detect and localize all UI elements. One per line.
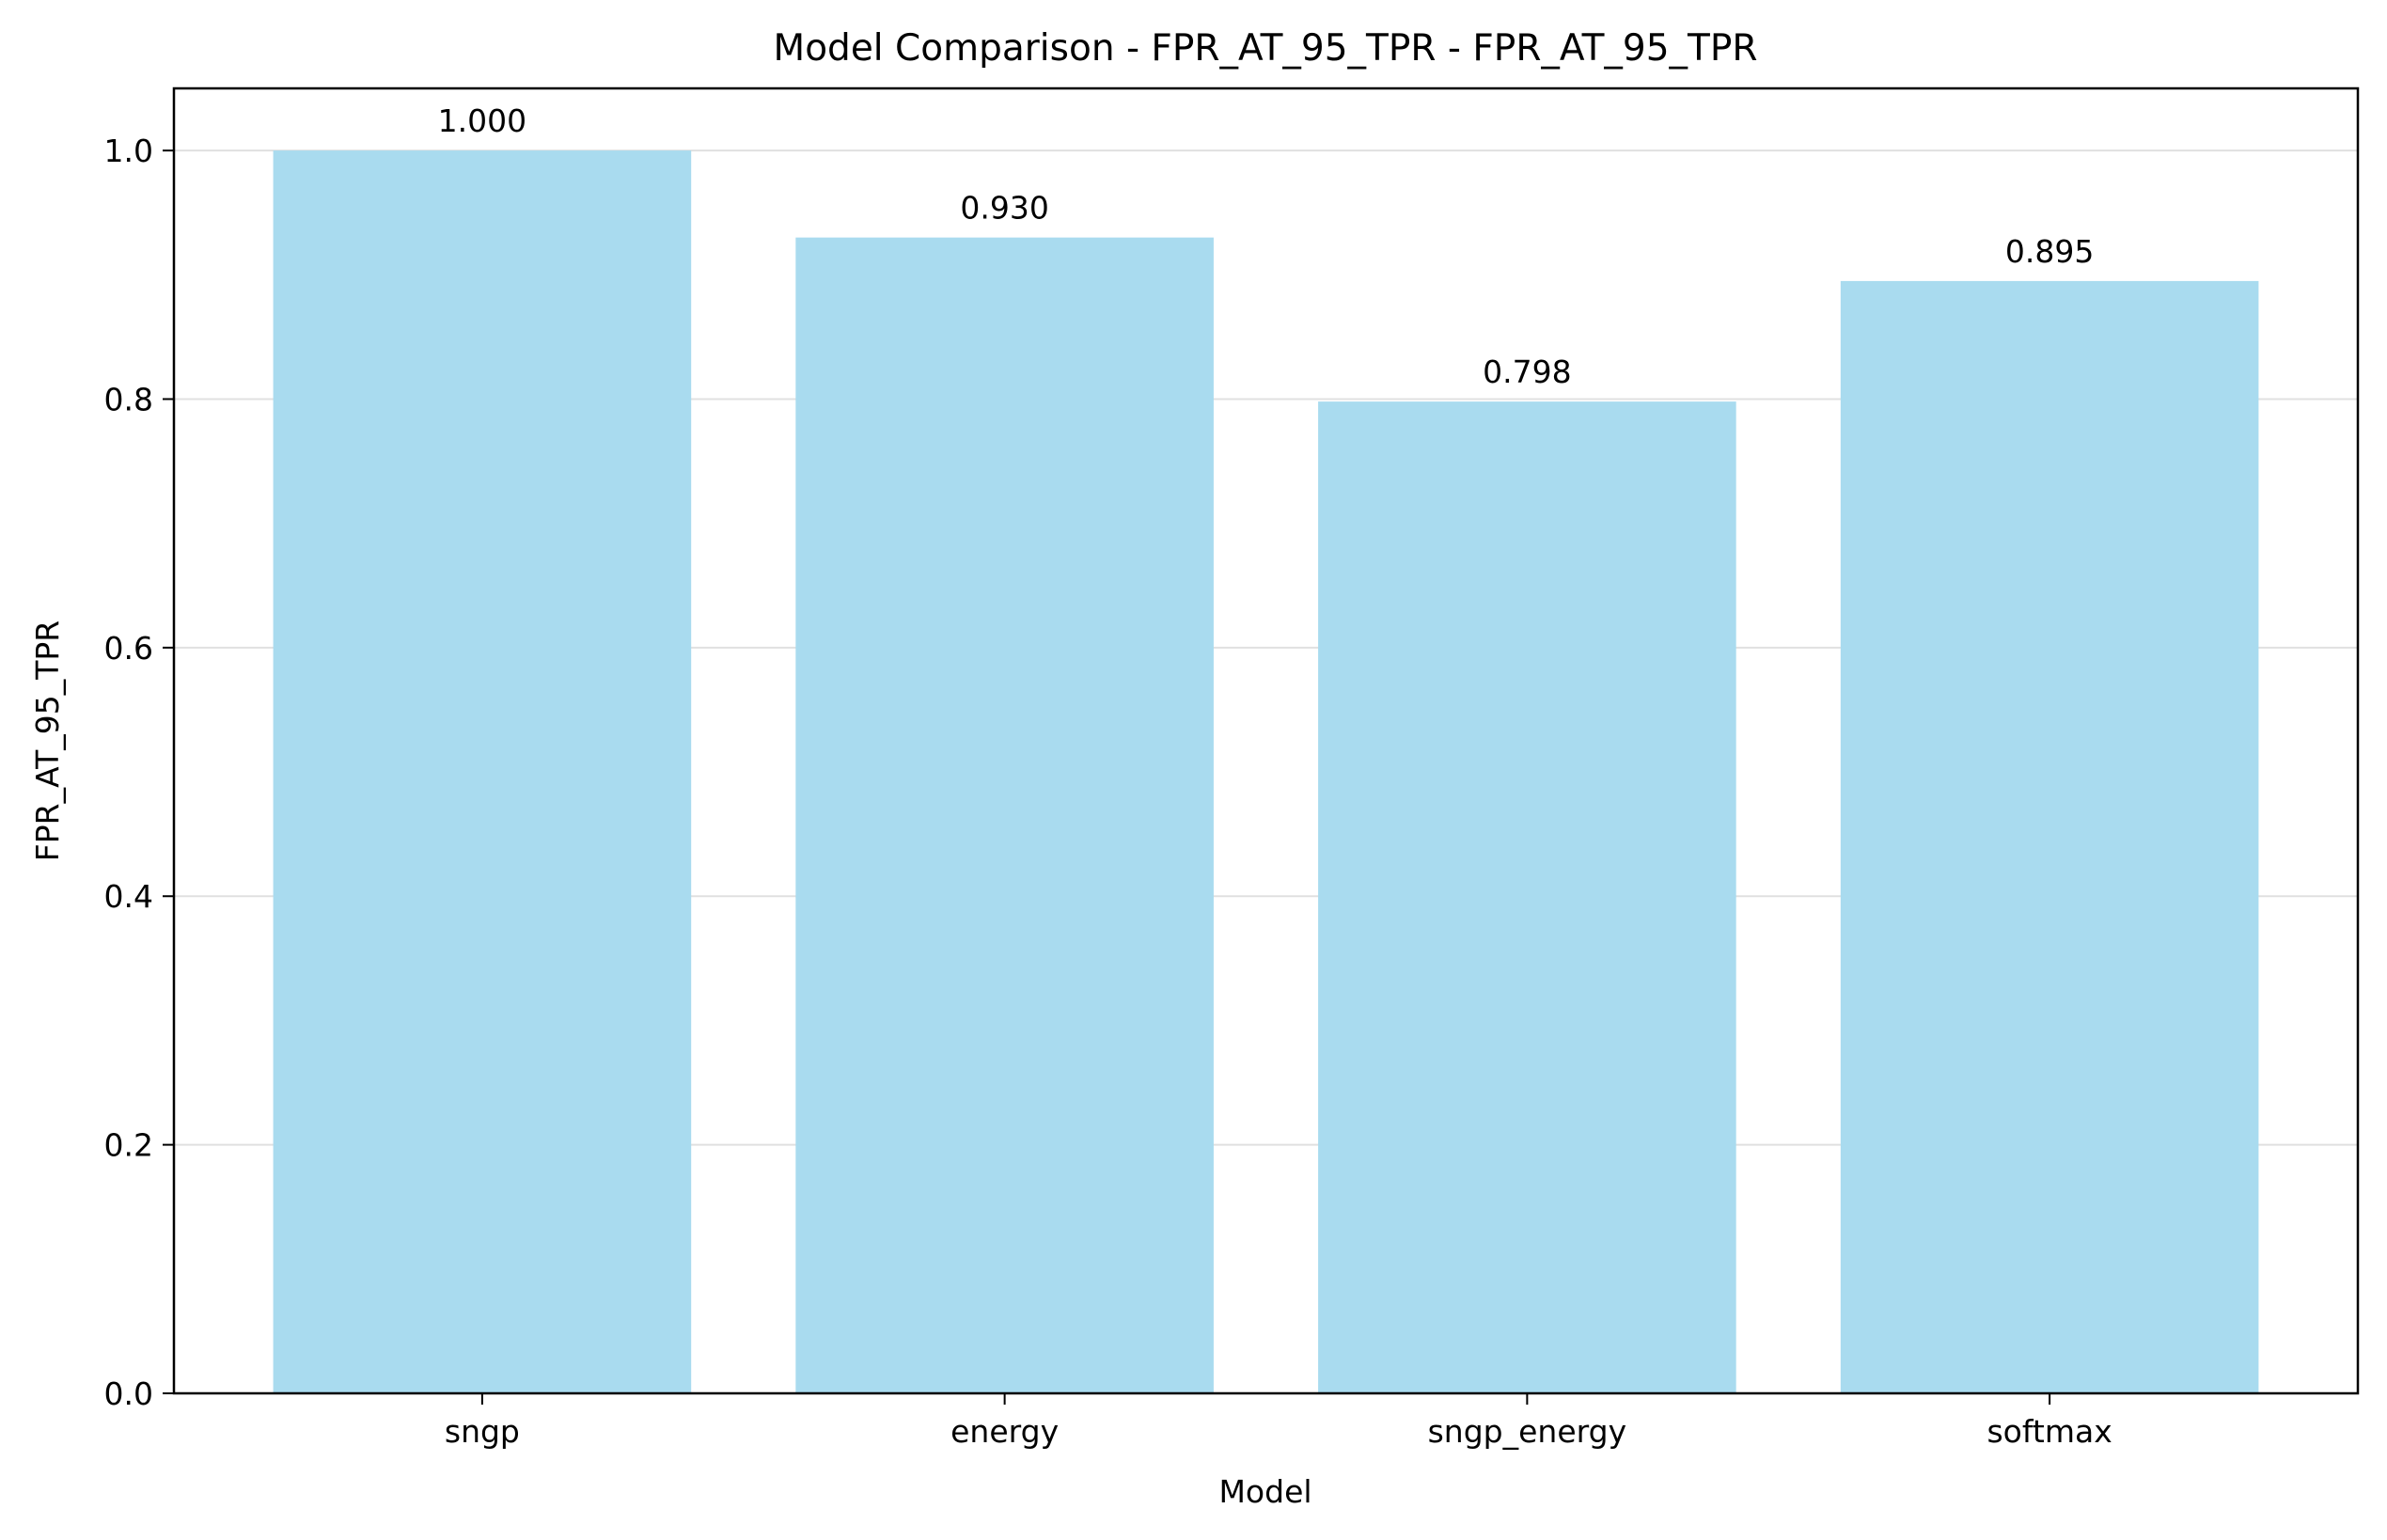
x-tick-label: sngp_energy — [1428, 1413, 1627, 1450]
y-axis-label: FPR_AT_95_TPR — [29, 621, 66, 861]
bar — [1840, 280, 2259, 1393]
x-tick-label: energy — [950, 1413, 1059, 1450]
y-tick-label: 0.2 — [104, 1127, 153, 1164]
x-tick-label: sngp — [445, 1413, 520, 1450]
bar — [1318, 401, 1736, 1393]
bar — [795, 237, 1214, 1394]
x-axis-label: Model — [1218, 1473, 1311, 1510]
bar — [273, 150, 692, 1394]
x-axis-ticks: sngp energy sngp_energy softmax — [445, 1393, 2112, 1450]
bars — [273, 150, 2259, 1394]
y-tick-label: 1.0 — [104, 133, 153, 169]
y-tick-label: 0.4 — [104, 878, 153, 915]
y-tick-label: 0.0 — [104, 1375, 153, 1412]
bar-value-label: 0.798 — [1483, 354, 1571, 390]
bar-value-label: 0.930 — [960, 190, 1048, 227]
chart-title: Model Comparison - FPR_AT_95_TPR - FPR_A… — [774, 27, 1758, 70]
y-tick-label: 0.8 — [104, 381, 153, 417]
plot-area-frame — [172, 86, 2360, 1395]
bar-value-label: 0.895 — [2005, 233, 2094, 270]
y-axis-ticks: 0.0 0.2 0.4 0.6 0.8 1.0 — [104, 133, 174, 1412]
value-labels: 1.000 0.930 0.798 0.895 — [438, 102, 2095, 390]
bar-value-label: 1.000 — [438, 102, 526, 139]
y-tick-label: 0.6 — [104, 630, 153, 667]
x-tick-label: softmax — [1987, 1413, 2112, 1450]
